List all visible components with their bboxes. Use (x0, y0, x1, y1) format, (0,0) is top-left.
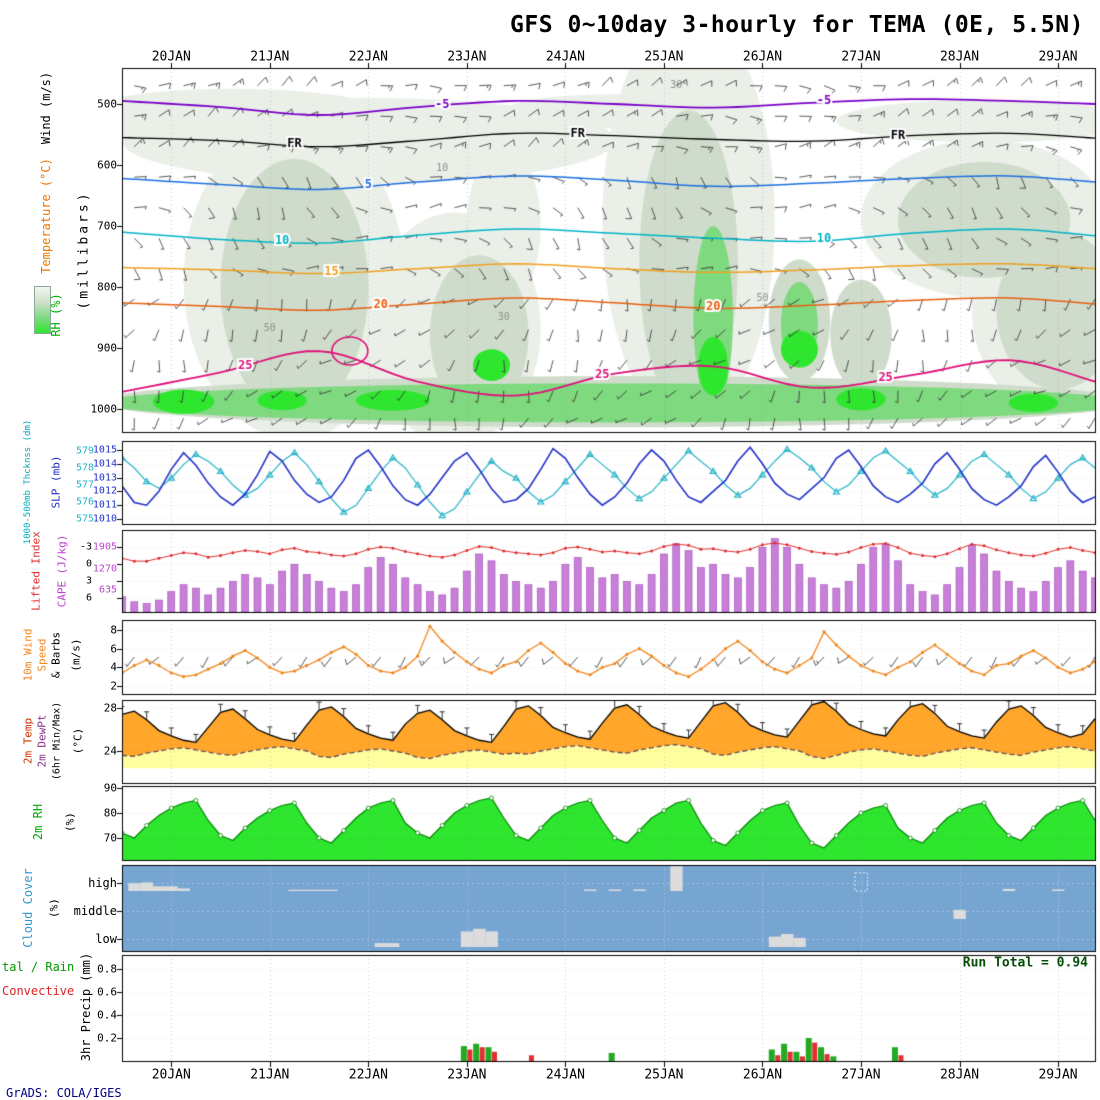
cloud-row-label: middle (73, 904, 117, 918)
pressure-tick-label: 600 (97, 158, 117, 172)
temp-tick-label: 28 (103, 701, 117, 715)
slp-tick-label: 1014 (92, 458, 117, 470)
temp-units-label: (°C) (71, 727, 85, 755)
rh-tick-label: 90 (103, 781, 117, 795)
cloud-cover-axis-label: Cloud Cover (21, 868, 35, 948)
wind-axis-label: Wind (m/s) (39, 71, 53, 145)
rh2m-units-label: (%) (63, 812, 77, 832)
x-tick-label-bottom: 26JAN (742, 1067, 783, 1083)
temp-tick-label: 24 (103, 744, 117, 758)
precip-tick-label: 0.8 (97, 962, 117, 976)
thickness-tick-label: 576 (75, 496, 94, 508)
x-tick-label-top: 28JAN (939, 49, 980, 65)
thickness-tick-label: 578 (75, 462, 94, 474)
thickness-tick-label: 577 (75, 479, 94, 491)
pressure-tick-label: 800 (97, 280, 117, 294)
dewpt2m-axis-label: 2m DewPt (35, 714, 49, 768)
precip-axis-label: 3hr Precip (mm) (79, 952, 93, 1062)
slp-tick-label: 1012 (92, 485, 117, 497)
cloud-units-label: (%) (47, 898, 61, 918)
x-tick-label-bottom: 23JAN (447, 1067, 487, 1083)
cape-tick-label: 1270 (92, 563, 117, 575)
rh-tick-label: 80 (103, 806, 117, 820)
li-tick-label: -3 (79, 541, 92, 553)
cloud-row-label: high (88, 876, 117, 890)
cape-axis-label: CAPE (J/kg) (55, 534, 69, 608)
lifted-index-axis-label: Lifted Index (29, 531, 43, 611)
millibars-axis-label: (millibars) (76, 190, 92, 310)
cape-tick-label: 1905 (92, 541, 117, 553)
wind10m-axis-label-line1: 10m Wind (21, 628, 35, 682)
precip-tick-label: 0.4 (97, 1008, 117, 1022)
wind10m-units-label: (m/s) (69, 638, 83, 672)
pressure-tick-label: 1000 (90, 402, 118, 416)
thickness-axis-label: 1000-500mb Thcknss (dm) (23, 419, 33, 545)
x-tick-label-top: 29JAN (1038, 49, 1078, 65)
x-tick-label-top: 21JAN (250, 49, 290, 65)
x-tick-label-bottom: 27JAN (841, 1067, 881, 1083)
thickness-tick-label: 575 (75, 513, 94, 525)
slp-tick-label: 1015 (92, 444, 117, 456)
cloud-row-label: low (95, 932, 117, 946)
li-tick-label: 0 (85, 558, 92, 570)
precip-tick-label: 0.2 (97, 1031, 117, 1045)
li-tick-label: 3 (85, 575, 92, 587)
rh-axis-label: RH (%) (49, 293, 63, 337)
x-tick-label-bottom: 20JAN (151, 1067, 191, 1083)
temperature-axis-label: Temperature (°C) (39, 158, 53, 274)
grads-credit: GrADS: COLA/IGES (6, 1086, 122, 1100)
wind-tick-label: 2 (110, 679, 117, 693)
run-total-label: Run Total = 0.94 (962, 955, 1088, 971)
x-tick-label-bottom: 21JAN (250, 1067, 290, 1083)
x-tick-label-top: 27JAN (841, 49, 881, 65)
x-tick-label-bottom: 28JAN (939, 1067, 980, 1083)
x-tick-label-top: 26JAN (742, 49, 783, 65)
chart-title: GFS 0~10day 3-hourly for TEMA (0E, 5.5N) (510, 12, 1084, 38)
slp-tick-label: 1010 (92, 513, 117, 525)
wind-tick-label: 6 (110, 642, 117, 656)
rh2m-axis-label: 2m RH (31, 803, 45, 841)
cape-tick-label: 635 (98, 584, 117, 596)
temp2m-axis-label: 2m Temp (21, 717, 35, 765)
minmax-axis-label: (6hr Min/Max) (51, 701, 63, 781)
li-tick-label: 6 (85, 592, 92, 604)
x-tick-label-top: 23JAN (447, 49, 487, 65)
pressure-tick-label: 900 (97, 341, 117, 355)
total-rain-label: tal / Rain (2, 960, 75, 974)
x-tick-label-top: 22JAN (348, 49, 388, 65)
rh-colorbar (34, 286, 51, 334)
wind-tick-label: 8 (110, 623, 117, 637)
x-tick-label-bottom: 25JAN (644, 1067, 684, 1083)
pressure-tick-label: 700 (97, 219, 117, 233)
x-tick-label-bottom: 22JAN (348, 1067, 388, 1083)
wind10m-axis-label-line2: Speed (35, 638, 49, 672)
slp-tick-label: 1013 (92, 472, 117, 484)
x-tick-label-top: 20JAN (151, 49, 191, 65)
pressure-tick-label: 500 (97, 97, 117, 111)
x-tick-label-bottom: 24JAN (545, 1067, 585, 1083)
precip-tick-label: 0.6 (97, 985, 117, 999)
slp-axis-label: SLP (mb) (49, 455, 63, 509)
thickness-tick-label: 579 (75, 445, 94, 457)
x-tick-label-top: 25JAN (644, 49, 684, 65)
barbs-axis-label: & Barbs (49, 631, 63, 679)
rh-tick-label: 70 (103, 831, 117, 845)
convective-label: Convective (2, 984, 75, 998)
x-tick-label-top: 24JAN (545, 49, 585, 65)
x-tick-label-bottom: 29JAN (1038, 1067, 1078, 1083)
wind-tick-label: 4 (110, 660, 117, 674)
slp-tick-label: 1011 (92, 499, 117, 511)
